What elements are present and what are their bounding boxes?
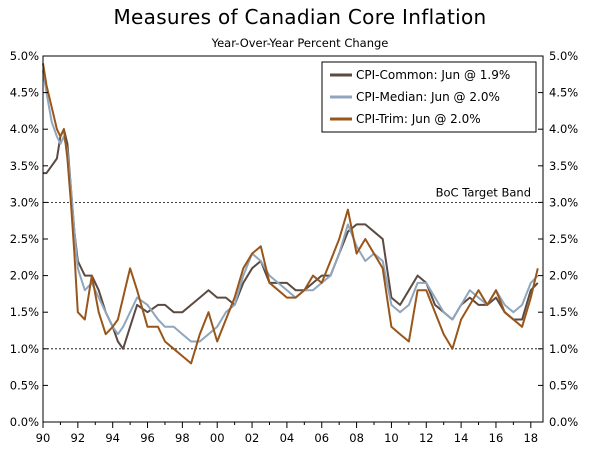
x-tick-label: 98 (175, 431, 190, 445)
chart-subtitle: Year-Over-Year Percent Change (211, 36, 389, 50)
chart-title: Measures of Canadian Core Inflation (113, 5, 487, 29)
legend-entry: CPI-Median: Jun @ 2.0% (356, 90, 500, 104)
y-tick-label-right: 3.0% (549, 195, 578, 209)
y-tick-label-right: 5.0% (549, 49, 578, 63)
x-tick-label: 16 (489, 431, 504, 445)
legend-entry: CPI-Common: Jun @ 1.9% (356, 68, 510, 82)
x-tick-label: 00 (210, 431, 225, 445)
y-tick-label: 2.5% (10, 232, 39, 246)
x-tick-label: 18 (523, 431, 538, 445)
y-tick-label: 4.5% (10, 86, 39, 100)
y-tick-label: 2.0% (10, 269, 39, 283)
y-axis-left: 0.0% 0.5% 1.0% 1.5% 2.0% 2.5% 3.0% 3.5% 4.0% 4.5%… (10, 49, 48, 429)
series-lines (42, 63, 539, 365)
x-tick-label: 04 (280, 431, 295, 445)
x-tick-label: 10 (384, 431, 399, 445)
y-tick-label-right: 1.5% (549, 305, 578, 319)
y-tick-label: 4.0% (10, 122, 39, 136)
reference-lines: BoC Target Band (43, 185, 543, 350)
y-tick-label-right: 2.0% (549, 269, 578, 283)
y-tick-label: 0.0% (10, 415, 39, 429)
y-tick-label-right: 4.5% (549, 86, 578, 100)
y-tick-label-right: 2.5% (549, 232, 578, 246)
x-tick-label: 96 (140, 431, 155, 445)
target-band-label: BoC Target Band (436, 185, 531, 199)
y-tick-label: 0.5% (10, 378, 39, 392)
y-tick-label: 3.0% (10, 195, 39, 209)
y-tick-label: 1.5% (10, 305, 39, 319)
series-line-3 (42, 63, 539, 365)
x-tick-label: 12 (419, 431, 434, 445)
x-tick-label: 90 (36, 431, 51, 445)
y-tick-label-right: 1.0% (549, 342, 578, 356)
y-tick-label: 1.0% (10, 342, 39, 356)
y-tick-label-right: 4.0% (549, 122, 578, 136)
y-tick-label-right: 0.0% (549, 415, 578, 429)
x-tick-label: 94 (105, 431, 120, 445)
y-tick-label-right: 0.5% (549, 378, 578, 392)
x-tick-label: 14 (454, 431, 469, 445)
legend-box (321, 61, 537, 133)
x-tick-label: 06 (314, 431, 329, 445)
y-tick-label: 3.5% (10, 159, 39, 173)
x-tick-label: 08 (349, 431, 364, 445)
y-tick-label: 5.0% (10, 49, 39, 63)
x-tick-label: 02 (245, 431, 260, 445)
x-axis: 90 92 94 96 98 00 02 04 06 08 10 12 14 16 18 (36, 422, 538, 445)
y-tick-label-right: 3.5% (549, 159, 578, 173)
legend-entry: CPI-Trim: Jun @ 2.0% (356, 112, 481, 126)
legend: CPI-Common: Jun @ 1.9% CPI-Median: Jun @ … (321, 61, 537, 133)
y-axis-right: 0.0% 0.5% 1.0% 1.5% 2.0% 2.5% 3.0% 3.5% 4.0% 4.5%… (538, 49, 578, 429)
x-tick-label: 92 (71, 431, 86, 445)
